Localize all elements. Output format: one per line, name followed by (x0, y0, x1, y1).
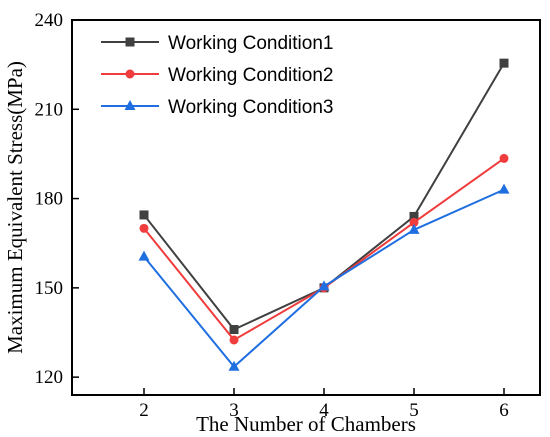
y-tick-label: 150 (35, 278, 64, 299)
y-axis-title: Maximum Equivalent Stress(MPa) (3, 61, 27, 354)
y-tick-label: 180 (35, 189, 64, 210)
legend-label: Working Condition3 (168, 97, 333, 118)
data-point (138, 250, 150, 261)
data-point (409, 211, 419, 221)
series-line (143, 188, 505, 368)
legend-item: Working Condition1 (101, 33, 333, 54)
legend: Working Condition1 Working Condition2 Work… (101, 33, 333, 118)
series-triangle (138, 183, 510, 371)
x-axis-title: The Number of Chambers (196, 412, 416, 436)
legend-label: Working Condition1 (168, 33, 333, 54)
x-tick-label: 2 (139, 400, 149, 421)
data-point (228, 360, 240, 371)
y-tick-label: 120 (35, 367, 64, 388)
data-point (229, 335, 239, 345)
series-layer (138, 58, 510, 371)
legend-label: Working Condition2 (168, 65, 333, 86)
data-point (229, 325, 239, 335)
data-point (139, 210, 149, 220)
legend-item: Working Condition3 (101, 97, 333, 118)
x-tick-label: 5 (409, 400, 419, 421)
legend-marker (125, 69, 135, 79)
y-tick-label: 210 (35, 99, 64, 120)
plot-frame (71, 19, 541, 396)
axes: 120 150 180 210 240 2 3 4 5 6 (35, 10, 541, 421)
legend-marker (124, 100, 136, 110)
series-circle (139, 153, 509, 345)
x-tick-label: 4 (319, 400, 329, 421)
data-point (409, 217, 419, 227)
data-point (499, 58, 509, 68)
legend-marker (125, 37, 135, 47)
y-tick-label: 240 (35, 10, 64, 31)
data-point (318, 280, 330, 291)
x-tick-label: 3 (229, 400, 239, 421)
data-point (139, 223, 149, 233)
x-tick-label: 6 (499, 400, 509, 421)
legend-item: Working Condition2 (101, 65, 333, 86)
series-line (143, 157, 505, 341)
data-point (408, 223, 420, 234)
data-point (499, 153, 509, 163)
data-point (498, 183, 510, 194)
